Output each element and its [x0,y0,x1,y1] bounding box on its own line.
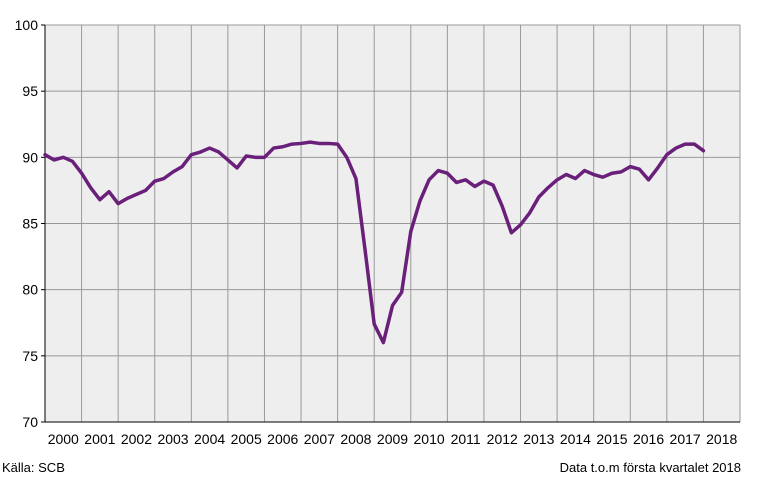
x-tick-label: 2018 [706,431,737,447]
x-tick-label: 2006 [267,431,298,447]
x-tick-label: 2012 [487,431,518,447]
x-tick-label: 2017 [670,431,701,447]
y-tick-label: 80 [22,282,38,298]
series-line [43,140,706,345]
y-tick-label: 70 [22,414,38,430]
x-tick-label: 2007 [304,431,335,447]
y-tick-labels: 70 75 80 85 90 95 100 [15,17,45,430]
x-tick-label: 2008 [340,431,371,447]
x-tick-label: 2003 [157,431,188,447]
x-tick-label: 2002 [121,431,152,447]
x-gridlines [81,25,741,422]
x-tick-label: 2000 [48,431,79,447]
source-note: Källa: SCB [2,460,65,475]
x-tick-label: 2011 [451,431,481,447]
y-tick-label: 85 [22,216,38,232]
x-tick-label: 2001 [84,431,115,447]
y-gridlines [45,24,740,357]
x-tick-label: 2009 [377,431,408,447]
data-note: Data t.o.m första kvartalet 2018 [559,460,741,475]
x-tick-label: 2013 [523,431,554,447]
y-tick-label: 90 [22,149,38,165]
y-tick-label: 100 [15,17,39,33]
x-tick-label: 2015 [596,431,627,447]
x-tick-label: 2010 [414,431,445,447]
y-tick-label: 75 [22,348,38,364]
x-tick-label: 2014 [560,431,591,447]
x-tick-labels: 2000 2001 2002 2003 2004 2005 2006 2007 2008 2009… [48,431,738,447]
y-tick-label: 95 [22,83,38,99]
x-tick-label: 2004 [194,431,225,447]
x-tick-label: 2005 [231,431,262,447]
x-tick-label: 2016 [633,431,664,447]
